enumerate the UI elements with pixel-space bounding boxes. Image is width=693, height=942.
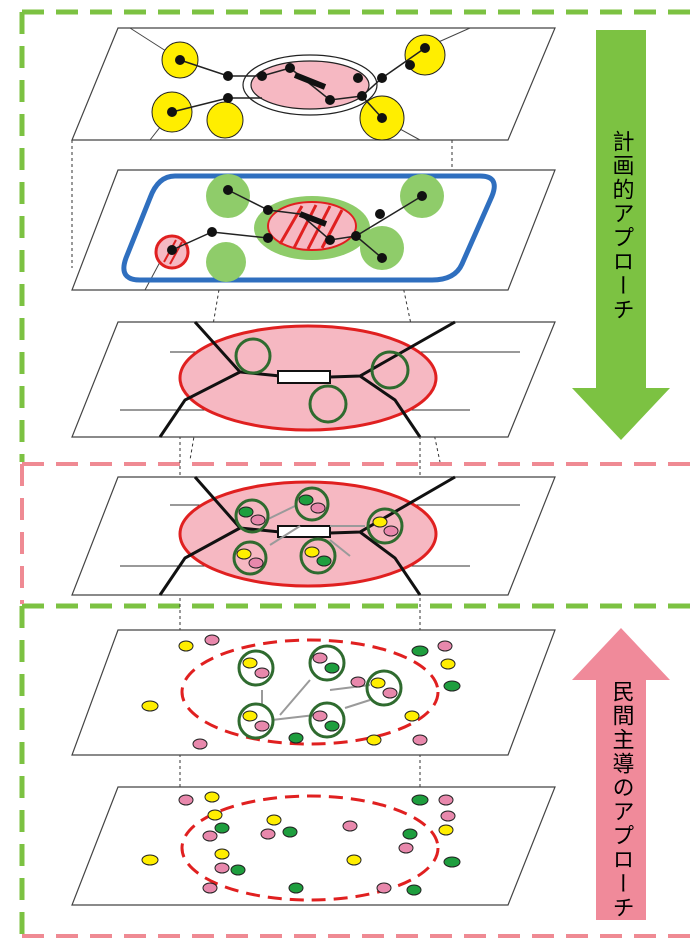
private-approach-label: 民間主導のアプローチ: [609, 680, 634, 920]
centers-plan-layer: [71, 320, 556, 438]
merged-clusters: [232, 486, 404, 576]
planning-section-frame: [19, 9, 690, 935]
merged-layer: [71, 475, 556, 596]
network-plan-layer: [71, 27, 556, 141]
planning-approach-arrow: 計画的アプローチ: [572, 30, 670, 440]
scattered-activities-layer: [71, 786, 556, 906]
zoning-plan-layer: [71, 169, 556, 291]
private-approach-arrow: 民間主導のアプローチ: [572, 628, 670, 920]
planning-approach-label: 計画的アプローチ: [609, 130, 634, 322]
private-section-frame: [20, 462, 690, 938]
emerging-clusters-layer: [71, 629, 556, 756]
